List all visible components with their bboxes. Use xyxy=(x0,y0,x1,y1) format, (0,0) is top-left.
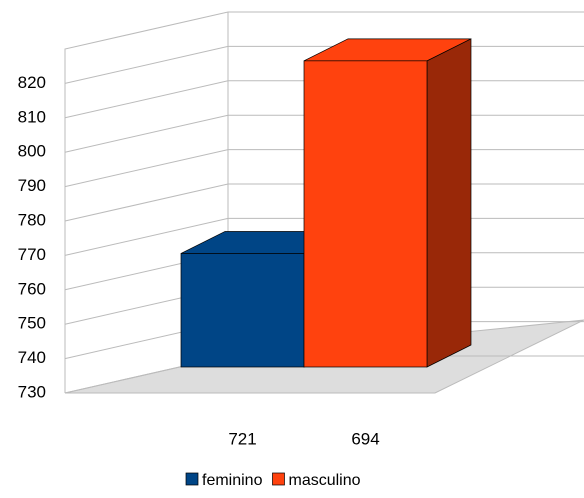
y-tick-label: 740 xyxy=(18,348,46,367)
bar xyxy=(303,60,428,368)
y-tick-label: 790 xyxy=(18,176,46,195)
x-tick-label: 721 xyxy=(228,429,256,448)
y-tick-label: 730 xyxy=(18,382,46,401)
bar-side xyxy=(426,38,472,368)
legend-swatch xyxy=(272,472,285,486)
x-tick-label: 694 xyxy=(351,429,379,448)
y-tick-label: 780 xyxy=(18,210,46,229)
y-tick-label: 770 xyxy=(18,245,46,264)
bar xyxy=(180,253,305,368)
legend-swatch xyxy=(185,472,199,486)
legend-label: masculino xyxy=(288,472,360,489)
y-tick-label: 800 xyxy=(18,142,46,161)
y-tick-label: 760 xyxy=(18,279,46,298)
y-tick-label: 750 xyxy=(18,314,46,333)
legend-label: feminino xyxy=(202,472,263,489)
y-tick-label: 810 xyxy=(18,107,46,126)
y-tick-label: 820 xyxy=(18,73,46,92)
